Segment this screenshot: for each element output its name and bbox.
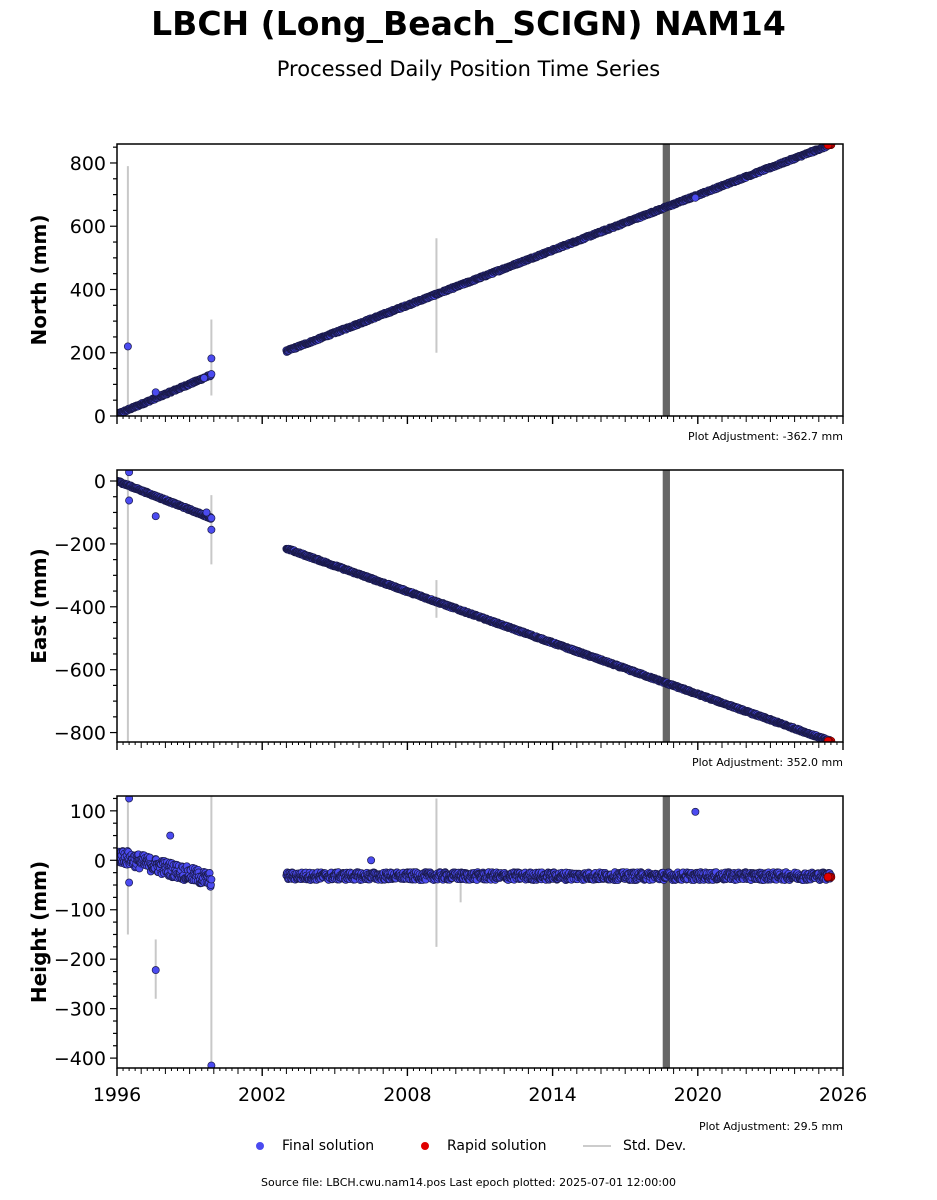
outlier-point [691,807,700,816]
y-tick-label: −100 [54,900,106,922]
panel-1: 0 200 400 600 800 North (mm) Plot Adjustment: … [27,143,844,443]
outlier-point [151,512,160,521]
plot-adjustment-note: Plot Adjustment: -362.7 mm [688,430,843,443]
event-band [662,470,670,742]
y-tick-label: −200 [54,949,106,971]
y-tick-label: 0 [94,850,106,872]
legend-final-label: Final solution [282,1138,375,1154]
chart-subtitle: Processed Daily Position Time Series [276,57,661,81]
rapid-point [823,736,833,742]
x-tick-label: 2002 [238,1084,286,1106]
data-point [207,370,216,379]
std-line-icon [583,1145,611,1147]
y-tick-label: −300 [54,999,106,1021]
legend-final: Final solution [256,1138,374,1154]
axes-frame [116,469,844,743]
data-point [207,514,216,523]
y-tick-label: 400 [70,279,106,301]
outlier-point [125,878,134,887]
event-band [662,796,670,1068]
y-tick-label: −400 [54,1048,106,1070]
outlier-point [151,388,160,397]
x-tick-label: 1996 [93,1084,141,1106]
source-footer: Source file: LBCH.cwu.nam14.pos Last epo… [261,1176,676,1189]
plot-area [117,144,836,416]
y-tick-label: 0 [94,406,106,428]
y-tick-label: 200 [70,343,106,365]
outlier-point [123,342,132,351]
outlier-point [207,354,216,363]
plot-area [117,796,836,1068]
outlier-point [207,525,216,534]
y-axis-label: Height (mm) [27,861,51,1003]
y-tick-label: 0 [94,471,106,493]
y-tick-label: 100 [70,801,106,823]
x-tick-label: 2014 [528,1084,576,1106]
outlier-point [125,496,134,505]
outlier-point [367,856,376,865]
axes-frame [116,795,844,1069]
outlier-point [166,831,175,840]
outlier-point [125,470,134,477]
legend-rapid: Rapid solution [421,1138,547,1154]
rapid-point [823,144,833,150]
y-tick-label: 800 [70,153,106,175]
y-tick-label: −200 [54,534,106,556]
y-axis-label: East (mm) [27,548,51,664]
rapid-marker-icon [421,1142,429,1150]
y-tick-label: −400 [54,597,106,619]
final-marker-icon [256,1142,264,1150]
panel-3: −400 −300 −200 −100 0 100 Height (mm) Plot Adju… [27,795,867,1133]
x-tick-label: 2020 [674,1084,722,1106]
legend-rapid-label: Rapid solution [447,1138,547,1154]
rapid-point [823,872,833,882]
outlier-point [202,508,211,517]
outlier-point [691,193,700,202]
y-tick-label: −800 [54,723,106,745]
plot-adjustment-note: Plot Adjustment: 29.5 mm [699,1120,843,1133]
plot-area [117,470,836,742]
outlier-point [200,374,209,382]
panel-2: −800 −600 −400 −200 0 East (mm) Plot Adjustmen… [27,469,844,769]
legend: Final solution Rapid solution Std. Dev. [250,1136,710,1160]
legend-std: Std. Dev. [583,1138,686,1154]
event-band [662,144,670,416]
x-tick-label: 2026 [819,1084,867,1106]
x-tick-label: 2008 [383,1084,431,1106]
chart-title: LBCH (Long_Beach_SCIGN) NAM14 [151,4,786,43]
y-tick-label: −600 [54,660,106,682]
legend-std-label: Std. Dev. [623,1138,687,1154]
data-point [207,875,216,884]
outlier-point [151,966,160,975]
plot-adjustment-note: Plot Adjustment: 352.0 mm [692,756,843,769]
y-axis-label: North (mm) [27,214,51,345]
y-tick-label: 600 [70,216,106,238]
